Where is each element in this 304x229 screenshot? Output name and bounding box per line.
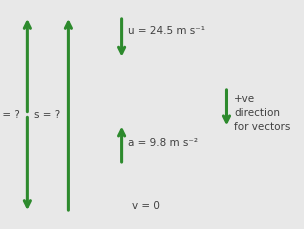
Text: t = ?: t = ? (0, 109, 20, 120)
Text: a = 9.8 m s⁻²: a = 9.8 m s⁻² (128, 138, 198, 148)
Text: v = 0: v = 0 (132, 201, 160, 211)
Text: +ve
direction
for vectors: +ve direction for vectors (234, 94, 290, 132)
Text: s = ?: s = ? (34, 109, 60, 120)
Text: u = 24.5 m s⁻¹: u = 24.5 m s⁻¹ (128, 26, 205, 36)
